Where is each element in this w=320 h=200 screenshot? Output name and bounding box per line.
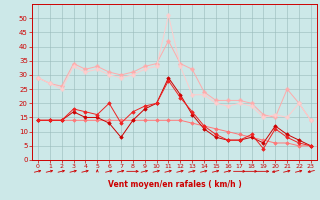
X-axis label: Vent moyen/en rafales ( km/h ): Vent moyen/en rafales ( km/h ) xyxy=(108,180,241,189)
